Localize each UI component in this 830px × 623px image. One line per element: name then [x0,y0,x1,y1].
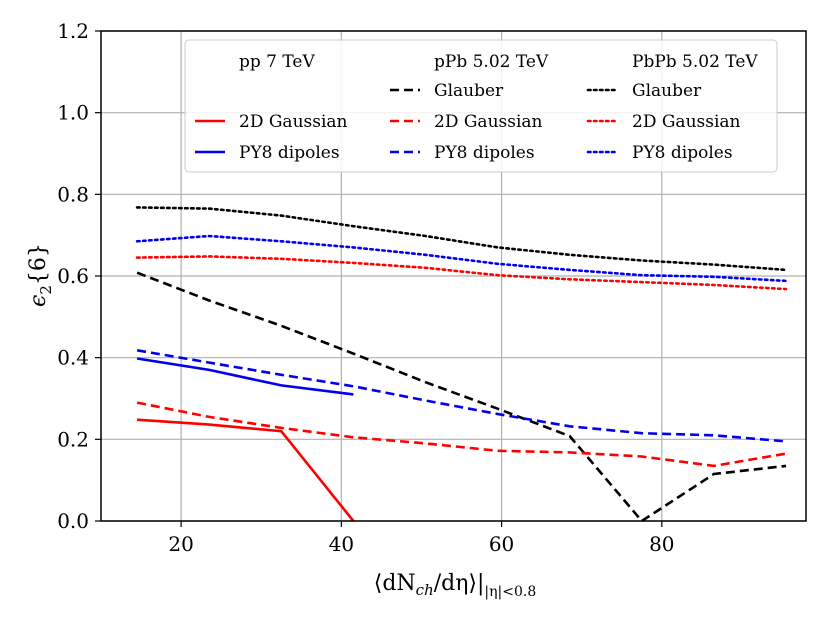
legend-entry-label: PY8 dipoles [632,143,733,163]
legend-column-title: pp 7 TeV [239,52,315,72]
legend-entry-label: PY8 dipoles [434,143,535,163]
x-tick-label: 60 [489,532,514,556]
legend-entry-label: Glauber [632,81,702,101]
x-tick-label: 20 [168,532,193,556]
series-line-ppb-5-02-tev-glauber [136,271,787,523]
x-tick-label: 80 [649,532,674,556]
series-layer [135,206,788,523]
legend-entry-label: 2D Gaussian [434,112,543,132]
series-line-pp-7-tev-py8-dipoles [136,357,354,396]
y-tick-label: 0.6 [57,264,89,288]
legend-entry-label: 2D Gaussian [632,112,741,132]
legend-frame [184,39,778,173]
y-axis-label: ϵ2{6} [26,243,55,307]
y-tick-label: 0.8 [57,182,89,206]
x-tick-label: 40 [329,532,354,556]
series-line-pbpb-5-02-tev-py8-dipoles [135,234,788,283]
series-line-pbpb-5-02-tev-glauber [135,206,788,272]
legend: pp 7 TeV 2D Gaussian PY8 dipoles pPb 5.02 T… [184,39,778,173]
legend-entry-label: PY8 dipoles [239,143,340,163]
legend-items: pp 7 TeV 2D Gaussian PY8 dipoles pPb 5.02 T… [195,52,758,163]
ticks: 20 40 60 80 0.0 0.2 0.4 0.6 0.8 1.0 1.2 [57,19,674,556]
series-line-ppb-5-02-tev-2d-gaussian [136,401,787,468]
y-tick-label: 1.2 [57,19,89,43]
legend-column-title: pPb 5.02 TeV [434,52,549,72]
y-tick-label: 0.2 [57,427,89,451]
y-tick-label: 1.0 [57,101,89,125]
series-line-pp-7-tev-2d-gaussian [137,418,355,522]
legend-entry-label: 2D Gaussian [239,112,348,132]
y-tick-label: 0.0 [57,509,89,533]
y-tick-label: 0.4 [57,346,89,370]
series-line-pbpb-5-02-tev-2d-gaussian [135,255,788,291]
x-axis-label: ⟨dNch/dη⟩||η|<0.8 [374,571,536,600]
legend-entry-label: Glauber [434,81,504,101]
legend-column-title: PbPb 5.02 TeV [632,52,758,72]
series-line-ppb-5-02-tev-py8-dipoles [136,349,787,443]
